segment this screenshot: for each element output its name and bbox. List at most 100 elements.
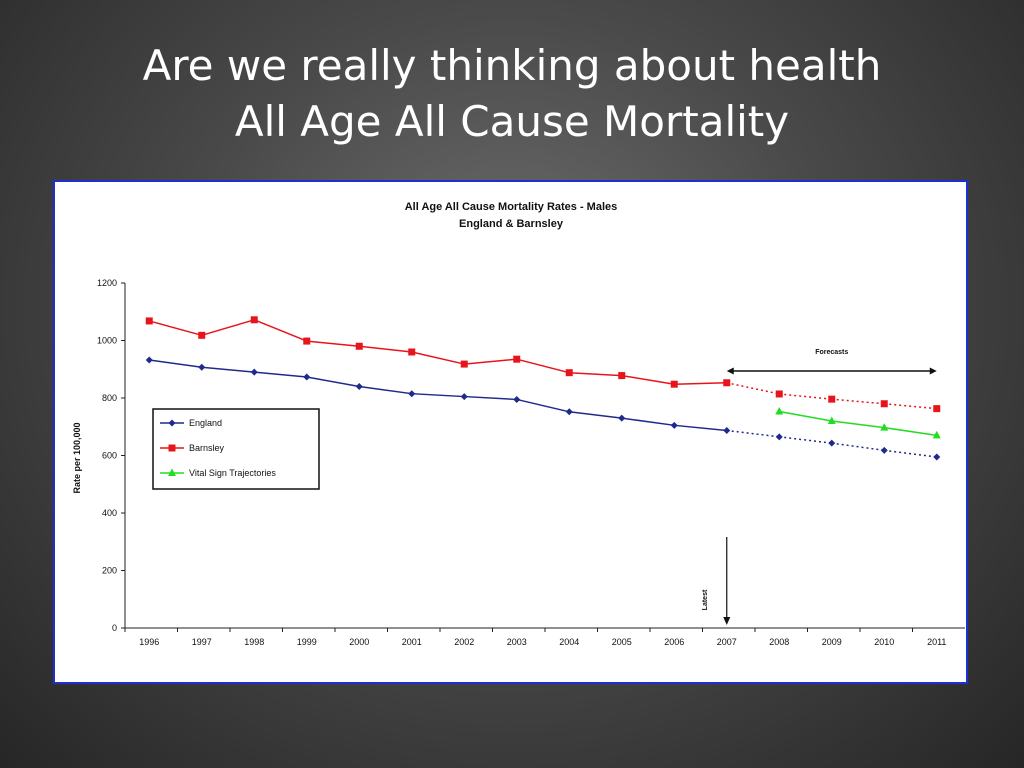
x-tick-label: 1999	[297, 637, 317, 647]
x-tick-label: 1998	[244, 637, 264, 647]
england-segment	[359, 385, 412, 395]
barnsley-point	[880, 400, 888, 408]
england-point	[355, 383, 363, 390]
england-segment	[621, 417, 675, 427]
x-tick-label: 2001	[402, 637, 422, 647]
england-point	[828, 439, 836, 447]
barnsley-point	[723, 379, 731, 387]
y-tick-label: 1200	[97, 278, 117, 288]
england-point	[303, 373, 311, 381]
barnsley-segment	[516, 358, 570, 374]
chart-plot-area	[145, 316, 941, 461]
barnsley-segment	[884, 403, 937, 410]
england-point	[775, 433, 783, 441]
vital-sign-trajectories-point	[932, 430, 941, 439]
chart-legend: England Barnsley Vital Sign Trajectories	[152, 408, 320, 490]
y-tick-label: 0	[112, 623, 117, 633]
england-segment	[726, 429, 780, 438]
england-segment	[411, 392, 465, 398]
england-point	[408, 390, 416, 398]
barnsley-segment	[779, 393, 832, 400]
vital-sign-trajectories-point	[775, 407, 784, 415]
forecasts-label: Forecasts	[815, 349, 848, 356]
legend-label-england: England	[189, 418, 222, 428]
england-point	[723, 426, 731, 434]
series-barnsley	[145, 316, 941, 413]
forecasts-arrow-right-head	[929, 367, 937, 375]
chart-subtitle: England & Barnsley	[459, 218, 564, 230]
x-tick-label: 1996	[139, 637, 159, 647]
england-point	[670, 421, 678, 429]
latest-arrow-head	[723, 617, 731, 625]
x-tick-label: 2009	[822, 637, 842, 647]
x-tick-label: 2010	[874, 637, 894, 647]
barnsley-point	[408, 348, 416, 356]
england-point	[933, 453, 941, 461]
barnsley-point	[513, 355, 521, 363]
x-tick-label: 2000	[349, 637, 369, 647]
england-point	[513, 395, 521, 403]
england-segment	[831, 442, 885, 452]
england-point	[565, 408, 573, 416]
barnsley-segment	[201, 319, 255, 337]
england-segment	[516, 398, 570, 413]
barnsley-segment	[726, 382, 780, 395]
x-tick-label: 2011	[927, 637, 946, 647]
barnsley-segment	[306, 340, 360, 347]
x-tick-label: 2004	[559, 637, 579, 647]
vital-sign-trajectories-segment	[831, 420, 885, 429]
y-axis-label: Rate per 100,000	[72, 422, 82, 493]
barnsley-point	[933, 405, 941, 413]
slide-title-line-2: All Age All Cause Mortality	[234, 97, 790, 146]
barnsley-segment	[674, 382, 727, 385]
barnsley-segment	[621, 374, 675, 385]
barnsley-segment	[411, 351, 465, 365]
chart-annotations: Forecasts Latest	[702, 349, 937, 625]
x-tick-label: 2005	[612, 637, 632, 647]
x-tick-label: 2002	[454, 637, 474, 647]
barnsley-segment	[253, 319, 308, 342]
england-segment	[254, 371, 307, 378]
vital-sign-trajectories-point	[168, 468, 176, 476]
england-point	[880, 446, 888, 454]
x-tick-label: 2008	[769, 637, 789, 647]
barnsley-segment	[359, 345, 412, 353]
england-segment	[201, 366, 255, 373]
mortality-line-chart: All Age All Cause Mortality Rates - Male…	[72, 201, 965, 647]
vital-sign-trajectories-point	[827, 416, 836, 424]
barnsley-point	[618, 372, 626, 380]
barnsley-point	[168, 444, 176, 452]
england-segment	[884, 449, 937, 458]
barnsley-point	[670, 380, 678, 388]
y-tick-label: 1000	[97, 336, 117, 346]
series-england	[145, 356, 941, 461]
england-segment	[306, 376, 360, 388]
barnsley-point	[460, 360, 468, 368]
england-point	[618, 414, 626, 422]
x-tick-label: 1997	[192, 637, 212, 647]
england-point	[145, 356, 153, 364]
series-vital-sign-trajectories	[775, 407, 941, 439]
england-point	[168, 419, 176, 427]
latest-label: Latest	[702, 589, 709, 610]
y-tick-label: 400	[102, 508, 117, 518]
slide-title-line-1: Are we really thinking about health	[142, 41, 882, 90]
barnsley-point	[198, 331, 206, 339]
england-point	[198, 363, 206, 371]
legend-label-vital-sign-trajectories: Vital Sign Trajectories	[189, 468, 276, 478]
chart-axes: 0 200 400 600 800 1000 1200 1996 1997 1998 1999 200…	[97, 278, 965, 647]
slide-title: Are we really thinking about health All …	[0, 38, 1024, 150]
england-segment	[464, 395, 517, 401]
forecasts-arrow-left-head	[726, 367, 734, 375]
barnsley-point	[250, 316, 258, 324]
england-point	[250, 368, 258, 376]
x-tick-label: 2007	[717, 637, 737, 647]
legend-label-barnsley: Barnsley	[189, 443, 225, 453]
chart-frame: All Age All Cause Mortality Rates - Male…	[53, 180, 968, 684]
england-segment	[674, 424, 727, 432]
y-tick-label: 200	[102, 566, 117, 576]
barnsley-segment	[149, 320, 202, 337]
x-tick-label: 2006	[664, 637, 684, 647]
y-tick-label: 800	[102, 393, 117, 403]
x-tick-label: 2003	[507, 637, 527, 647]
